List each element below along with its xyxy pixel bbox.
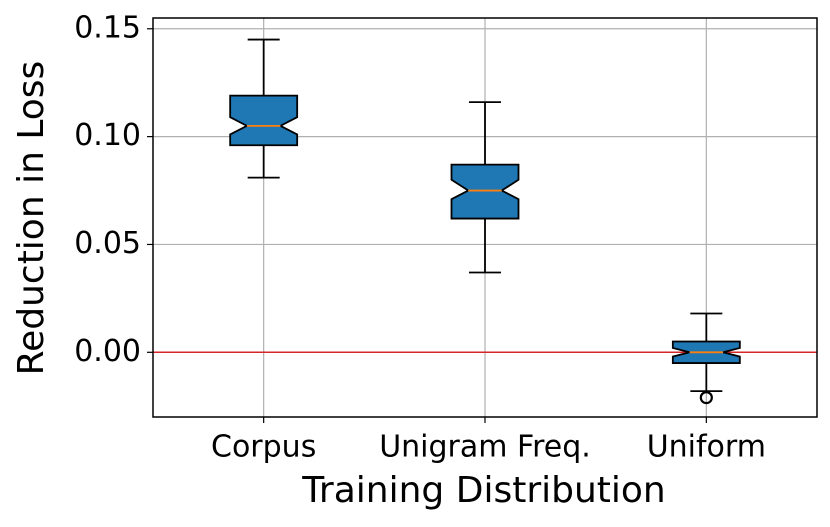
y-tick-label: 0.15 — [74, 10, 141, 45]
y-axis-label: Reduction in Loss — [11, 61, 52, 376]
box — [450, 163, 520, 220]
flier — [699, 390, 713, 405]
y-tick-label: 0.00 — [74, 334, 141, 369]
plot-frame — [152, 17, 818, 418]
x-tick-label: Unigram Freq. — [379, 430, 591, 465]
box — [229, 94, 299, 147]
x-tick-label: Uniform — [647, 430, 766, 465]
x-tick-label: Corpus — [211, 430, 316, 465]
x-axis-label: Training Distribution — [301, 470, 666, 511]
y-tick-label: 0.10 — [74, 118, 141, 153]
y-tick-label: 0.05 — [74, 226, 141, 261]
